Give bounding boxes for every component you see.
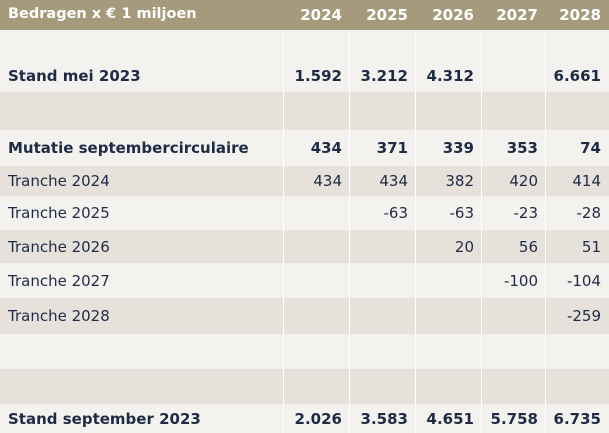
cell-2027: 5.758 [490,409,538,428]
cell-2026: 4.312 [426,67,474,85]
row-label: Stand mei 2023 [8,67,141,85]
cell-2026 [416,334,482,369]
cell-2026 [416,263,482,298]
cell-2025: -63 [383,204,409,222]
cell-2025 [350,30,416,60]
cell-2027: 353 [506,139,538,157]
cell-2026: 382 [445,172,474,190]
row-label: Tranche 2028 [8,307,110,325]
column-divider [349,30,350,433]
cell-2025 [350,263,416,298]
cell-2028: 6.735 [553,409,601,428]
cell-2024 [284,30,350,60]
cell-2028: -259 [566,307,601,325]
cell-2028: -28 [576,204,602,222]
cell-2028 [546,92,609,130]
cell-2025 [350,334,416,369]
column-divider [415,30,416,433]
cell-2026: 4.651 [426,409,474,428]
cell-2027 [482,30,546,60]
cell-2025: 3.583 [360,409,408,428]
column-divider [481,30,482,433]
cell-2028: -104 [566,271,601,290]
row-label: Tranche 2024 [8,172,110,190]
table-row: Tranche 2024 434 434 382 420 414 [0,166,609,196]
cell-2028 [546,334,609,369]
column-divider [283,30,284,433]
cell-2024 [284,92,350,130]
header-year-2028: 2028 [559,6,601,24]
table-row: Stand mei 2023 1.592 3.212 4.312 6.661 [0,60,609,92]
row-label: Tranche 2026 [8,237,110,256]
table-row: Tranche 2027 -100 -104 [0,263,609,298]
table-row: Tranche 2025 -63 -63 -23 -28 [0,196,609,230]
cell-2027 [482,60,546,92]
cell-2026: 20 [454,237,474,256]
cell-2027 [482,334,546,369]
cell-2028: 51 [581,237,601,256]
cell-2025 [350,92,416,130]
cell-2027: -23 [513,204,539,222]
cell-2028: 6.661 [553,67,601,85]
cell-2025: 371 [376,139,408,157]
cell-2026 [416,298,482,334]
cell-2026 [416,30,482,60]
table-row [0,30,609,60]
table-header: Bedragen x € 1 miljoen 2024 2025 2026 20… [0,0,609,30]
table-row [0,369,609,404]
cell-2027: -100 [503,271,538,290]
cell-2025 [350,369,416,404]
cell-2026 [416,92,482,130]
cell-2028: 414 [572,172,601,190]
cell-2028 [546,369,609,404]
cell-2024 [284,334,350,369]
header-year-2027: 2027 [496,6,538,24]
row-label: Tranche 2027 [8,271,110,290]
cell-2027: 56 [518,237,538,256]
row-label: Mutatie septembercirculaire [8,139,249,157]
cell-2025: 3.212 [360,67,408,85]
table-row: Mutatie septembercirculaire 434 371 339 353 7… [0,130,609,166]
cell-2024: 2.026 [294,409,342,428]
cell-2027: 420 [509,172,538,190]
cell-2024 [284,196,350,230]
header-year-2026: 2026 [432,6,474,24]
header-label: Bedragen x € 1 miljoen [8,6,197,22]
table-row [0,92,609,130]
cell-2026: -63 [449,204,475,222]
cell-2025: 434 [379,172,408,190]
cell-2024 [284,369,350,404]
cell-2025 [350,230,416,263]
table-row: Tranche 2026 20 56 51 [0,230,609,263]
cell-2024 [284,298,350,334]
cell-2024 [284,230,350,263]
cell-2028 [546,30,609,60]
cell-2024: 434 [313,172,342,190]
cell-2026: 339 [442,139,474,157]
table-row [0,334,609,369]
cell-2027 [482,369,546,404]
cell-2027 [482,92,546,130]
cell-2028: 74 [580,139,601,157]
header-year-2024: 2024 [300,6,342,24]
cell-2026 [416,369,482,404]
cell-2024: 1.592 [294,67,342,85]
cell-2027 [482,298,546,334]
cell-2024: 434 [310,139,342,157]
table-row: Tranche 2028 -259 [0,298,609,334]
table-row: Stand september 2023 2.026 3.583 4.651 5.758… [0,404,609,433]
column-divider [545,30,546,433]
cell-2025 [350,298,416,334]
row-label: Tranche 2025 [8,204,110,222]
row-label: Stand september 2023 [8,409,201,428]
cell-2024 [284,263,350,298]
header-year-2025: 2025 [366,6,408,24]
